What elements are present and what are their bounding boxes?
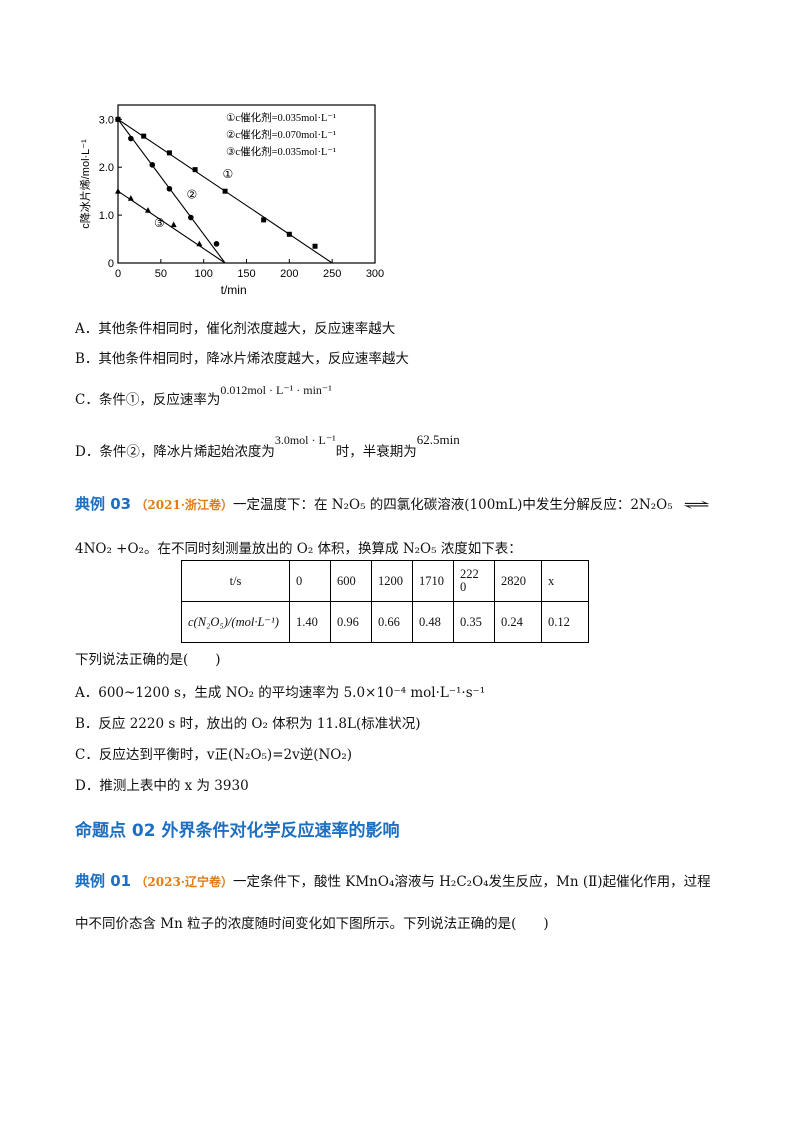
example03-source: （2021·浙江卷） — [135, 498, 233, 512]
data-point — [149, 162, 156, 168]
example03-tag: 典例 03 — [75, 495, 132, 513]
example01-tag: 典例 01 — [75, 872, 132, 890]
option03-d: D．推测上表中的 x 为 3930 — [75, 778, 249, 794]
option-d-math-1: 3.0mol · L⁻¹ — [274, 433, 336, 447]
table-cell: 2820 — [494, 560, 542, 602]
plot-frame — [117, 104, 376, 264]
y-tick-label: 2.0 — [99, 162, 114, 174]
table-cell: 1200 — [371, 560, 413, 602]
option-b: B．其他条件相同时，降冰片烯浓度越大，反应速率越大 — [75, 351, 409, 367]
y-tick-label: 1.0 — [99, 210, 114, 222]
table-cell: 0.12 — [541, 601, 589, 643]
example01-line1: 典例 01 （2023·辽宁卷）一定条件下，酸性 KMnO₄溶液与 H₂C₂O₄… — [75, 870, 711, 891]
data-point — [115, 187, 121, 194]
table-cell: 1.40 — [289, 601, 331, 643]
data-point — [144, 207, 151, 213]
table-cell: 222 0 — [453, 560, 495, 602]
data-point — [127, 195, 134, 201]
section-heading: 命题点 02 外界条件对化学反应速率的影响 — [75, 821, 400, 841]
table-header-row: t/s 0 600 1200 1710 222 0 2820 x — [181, 560, 589, 602]
legend-entry: ①c催化剂=0.035mol·L⁻¹ — [226, 111, 336, 124]
x-axis-label: t/min — [221, 283, 247, 297]
option-d-text: D．条件②，降冰片烯起始浓度为 — [75, 444, 275, 460]
table-cell: 0.35 — [453, 601, 495, 643]
table-cell: 0.48 — [412, 601, 454, 643]
data-point — [312, 243, 318, 249]
x-tick-label: 200 — [280, 268, 298, 280]
data-point — [141, 133, 147, 139]
y-tick-label: 3.0 — [99, 114, 114, 126]
table-cell: 0.96 — [330, 601, 372, 643]
x-tick-label: 0 — [115, 268, 121, 280]
data-point — [196, 240, 203, 247]
example03-line1: 典例 03 （2021·浙江卷）一定温度下：在 N₂O₅ 的四氯化碳溶液(100… — [75, 493, 710, 514]
example01-line2: 中不同价态含 Mn 粒子的浓度随时间变化如下图所示。下列说法正确的是( ) — [75, 916, 549, 932]
table-cell: c(N₂O₅)/(mol·L⁻¹) — [181, 601, 290, 643]
concentration-time-chart: 0 50 100 150 200 250 300 0 1.0 2.0 3.0 t/min c降冰片烯/m… — [75, 97, 395, 302]
legend-entry: ③c催化剂=0.035mol·L⁻¹ — [226, 145, 336, 158]
table-cell: x — [541, 560, 589, 602]
data-point — [166, 185, 173, 192]
table-cell: 0.66 — [371, 601, 413, 643]
option-d: D．条件②，降冰片烯起始浓度为3.0mol · L⁻¹时，半衰期为62.5min — [75, 430, 460, 460]
series-line-2 — [117, 119, 226, 264]
y-tick-label: 0 — [108, 258, 114, 270]
data-point — [261, 217, 267, 223]
x-tick-label: 50 — [155, 268, 167, 280]
option-a: A．其他条件相同时，催化剂浓度越大，反应速率越大 — [75, 321, 396, 337]
x-tick-label: 150 — [237, 268, 255, 280]
table-cell: 0 — [289, 560, 331, 602]
table-cell: t/s — [181, 560, 290, 602]
x-tick-label: 250 — [323, 268, 341, 280]
data-point — [115, 116, 121, 123]
y-axis-label: c降冰片烯/mol·L⁻¹ — [78, 139, 92, 229]
table-row: c(N₂O₅)/(mol·L⁻¹) 1.40 0.96 0.66 0.48 0.… — [181, 601, 589, 643]
option-d-math-2: 62.5min — [416, 432, 460, 447]
data-point — [222, 188, 228, 194]
line-label-3: ③ — [154, 216, 165, 230]
table-cell: 1710 — [412, 560, 454, 602]
option03-a: A．600~1200 s，生成 NO₂ 的平均速率为 5.0×10⁻⁴ mol·… — [75, 685, 486, 701]
option-c: C．条件①，反应速率为0.012mol · L⁻¹ · min⁻¹ — [75, 380, 332, 408]
option-d-mid: 时，半衰期为 — [335, 444, 417, 460]
data-point — [128, 135, 134, 142]
data-point — [166, 150, 172, 156]
data-point — [286, 231, 292, 237]
data-point — [192, 167, 198, 173]
example03-line2: 4NO₂ +O₂。在不同时刻测量放出的 O₂ 体积，换算成 N₂O₅ 浓度如下表… — [75, 541, 522, 557]
data-point — [213, 241, 220, 247]
example01-text1: 一定条件下，酸性 KMnO₄溶液与 H₂C₂O₄发生反应，Mn (Ⅱ)起催化作用… — [232, 874, 711, 890]
table-cell: 600 — [330, 560, 372, 602]
n2o5-concentration-table: t/s 0 600 1200 1710 222 0 2820 x c(N₂O₅)… — [181, 560, 589, 643]
data-point — [170, 221, 177, 228]
legend-entry: ②c催化剂=0.070mol·L⁻¹ — [226, 128, 336, 141]
example03-text1: 一定温度下：在 N₂O₅ 的四氯化碳溶液(100mL)中发生分解反应：2N₂O₅ — [232, 497, 673, 513]
line-label-2: ② — [187, 187, 198, 201]
option-c-math: 0.012mol · L⁻¹ · min⁻¹ — [220, 383, 332, 397]
example01-source: （2023·辽宁卷） — [135, 875, 233, 889]
line-label-1: ① — [223, 167, 234, 181]
option03-c: C．反应达到平衡时，v正(N₂O₅)=2v逆(NO₂) — [75, 747, 353, 763]
data-point — [188, 214, 194, 221]
equilibrium-arrow: ⇌ — [682, 497, 711, 513]
question03: 下列说法正确的是( ) — [75, 652, 221, 668]
table-cell: 0.24 — [494, 601, 542, 643]
option03-b: B．反应 2220 s 时，放出的 O₂ 体积为 11.8L(标准状况) — [75, 716, 421, 732]
x-tick-label: 100 — [194, 268, 212, 280]
x-tick-label: 300 — [366, 268, 384, 280]
chart-svg: 0 50 100 150 200 250 300 0 1.0 2.0 3.0 t/min c降冰片烯/m… — [78, 104, 384, 297]
option-c-text: C．条件①，反应速率为 — [75, 392, 221, 408]
